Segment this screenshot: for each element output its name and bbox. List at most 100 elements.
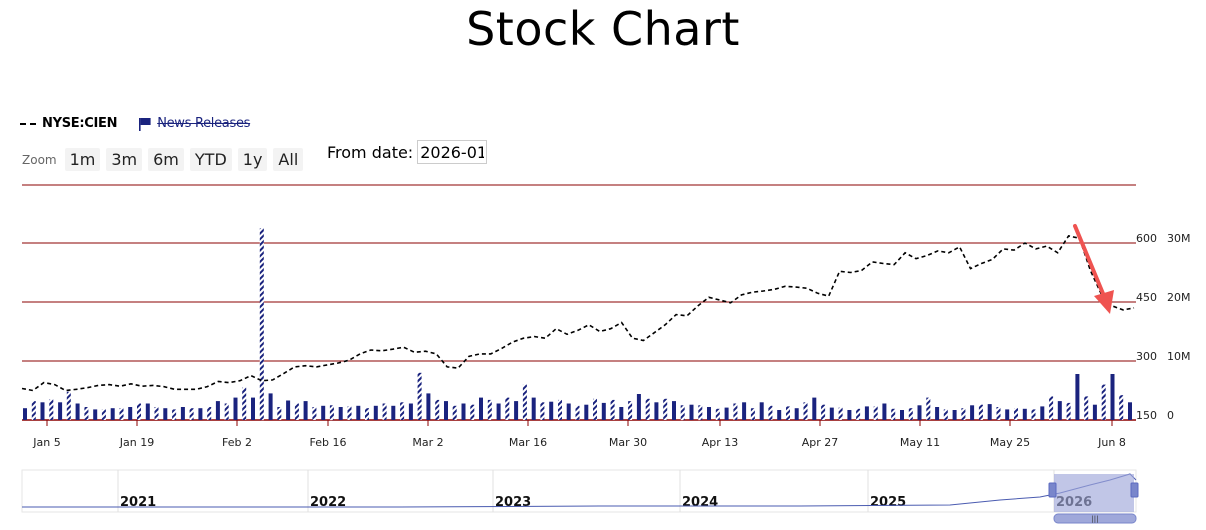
- volume-bar: [180, 407, 185, 420]
- volume-bar: [689, 404, 694, 420]
- from-date-input[interactable]: [417, 140, 488, 164]
- volume-tick-label: 20M: [1167, 291, 1191, 304]
- volume-bar: [75, 403, 80, 420]
- volume-bar: [987, 404, 992, 420]
- volume-bar: [198, 408, 203, 420]
- volume-bar: [1092, 404, 1097, 420]
- zoom-3m-button[interactable]: 3m: [106, 148, 143, 171]
- volume-bar: [31, 401, 36, 420]
- volume-bar: [610, 399, 615, 420]
- volume-bar: [154, 407, 159, 420]
- volume-bar: [786, 406, 790, 420]
- volume-bar: [382, 403, 387, 420]
- volume-bar: [619, 407, 624, 420]
- volume-bar: [1040, 406, 1045, 420]
- volume-bar: [1084, 396, 1089, 420]
- volume-bar: [750, 408, 755, 420]
- chart-legend: NYSE:CIEN News Releases: [20, 116, 250, 131]
- price-tick-label: 300: [1136, 350, 1157, 363]
- volume-bar: [391, 405, 396, 420]
- volume-bar: [1005, 409, 1010, 420]
- volume-bar: [549, 401, 554, 420]
- volume-bar: [970, 405, 975, 421]
- volume-bar: [663, 398, 668, 420]
- volume-bar: [794, 408, 799, 420]
- zoom-1m-button[interactable]: 1m: [64, 148, 101, 171]
- x-tick-label: Apr 27: [802, 436, 839, 449]
- volume-bar: [294, 403, 299, 420]
- annotation-arrow-shaft: [1073, 224, 1106, 298]
- volume-bar: [1128, 402, 1132, 420]
- volume-bar: [952, 410, 957, 420]
- navigator-selection: [1054, 474, 1134, 512]
- zoom-all-button[interactable]: All: [273, 148, 304, 171]
- volume-tick-label: 10M: [1167, 350, 1191, 363]
- volume-bar: [172, 409, 177, 420]
- x-tick-label: Jun 8: [1097, 436, 1126, 449]
- price-tick-label: 600: [1136, 232, 1157, 245]
- volume-bar: [93, 409, 98, 420]
- volume-bar: [803, 402, 808, 420]
- volume-bar: [128, 407, 133, 420]
- volume-bar: [908, 408, 913, 420]
- volume-bar: [58, 402, 63, 420]
- volume-bar: [233, 397, 238, 420]
- zoom-ytd-button[interactable]: YTD: [189, 148, 232, 171]
- page-title: Stock Chart: [466, 2, 740, 56]
- legend-news-label[interactable]: News Releases: [157, 116, 251, 131]
- volume-bar: [847, 410, 852, 420]
- volume-bar: [137, 403, 141, 420]
- volume-bar: [558, 399, 562, 420]
- volume-bar: [821, 404, 826, 420]
- volume-bar: [917, 405, 922, 421]
- volume-bar: [636, 394, 641, 420]
- volume-bar: [1057, 401, 1062, 420]
- volume-bar: [654, 402, 659, 420]
- volume-bar: [733, 403, 738, 420]
- annotation-arrow-head: [1094, 290, 1114, 314]
- legend-series-label[interactable]: NYSE:CIEN: [42, 116, 118, 131]
- volume-bar: [531, 397, 536, 420]
- x-tick-label: May 11: [900, 436, 940, 449]
- volume-bar: [698, 405, 703, 421]
- zoom-1y-button[interactable]: 1y: [237, 148, 268, 171]
- flag-icon: [139, 117, 151, 131]
- volume-bar: [40, 402, 45, 420]
- from-date: From date:: [327, 140, 488, 164]
- volume-bar: [540, 402, 545, 420]
- volume-bar: [84, 407, 89, 420]
- volume-bar: [277, 407, 282, 420]
- volume-bar: [119, 408, 124, 420]
- volume-bar: [23, 408, 27, 420]
- volume-bar: [242, 387, 247, 420]
- x-tick-label: Jan 19: [119, 436, 154, 449]
- volume-bar: [259, 228, 264, 421]
- volume-bar: [856, 408, 861, 420]
- volume-bar: [303, 401, 308, 420]
- volume-bar: [426, 393, 431, 420]
- volume-bar: [373, 405, 378, 420]
- zoom-6m-button[interactable]: 6m: [148, 148, 184, 171]
- volume-bar: [435, 399, 440, 420]
- volume-bar: [145, 403, 150, 420]
- volume-tick-label: 0: [1167, 409, 1174, 422]
- volume-bar: [461, 403, 466, 420]
- volume-bar: [812, 397, 817, 420]
- line-swatch: [20, 122, 36, 125]
- volume-bar: [452, 405, 457, 420]
- volume-bar: [829, 407, 834, 420]
- volume-bar: [601, 402, 606, 420]
- volume-bar: [1119, 395, 1124, 420]
- volume-bar: [943, 409, 948, 420]
- volume-bar: [935, 407, 940, 420]
- x-tick-label: Jan 5: [32, 436, 60, 449]
- zoom-label: Zoom: [22, 152, 57, 167]
- navigator-handle-right: [1130, 482, 1139, 498]
- volume-bar: [1110, 374, 1115, 420]
- volume-bar: [110, 408, 115, 420]
- volume-bar: [715, 408, 720, 420]
- volume-bar: [742, 402, 747, 420]
- volume-bar: [101, 409, 106, 420]
- volume-bar: [189, 408, 194, 420]
